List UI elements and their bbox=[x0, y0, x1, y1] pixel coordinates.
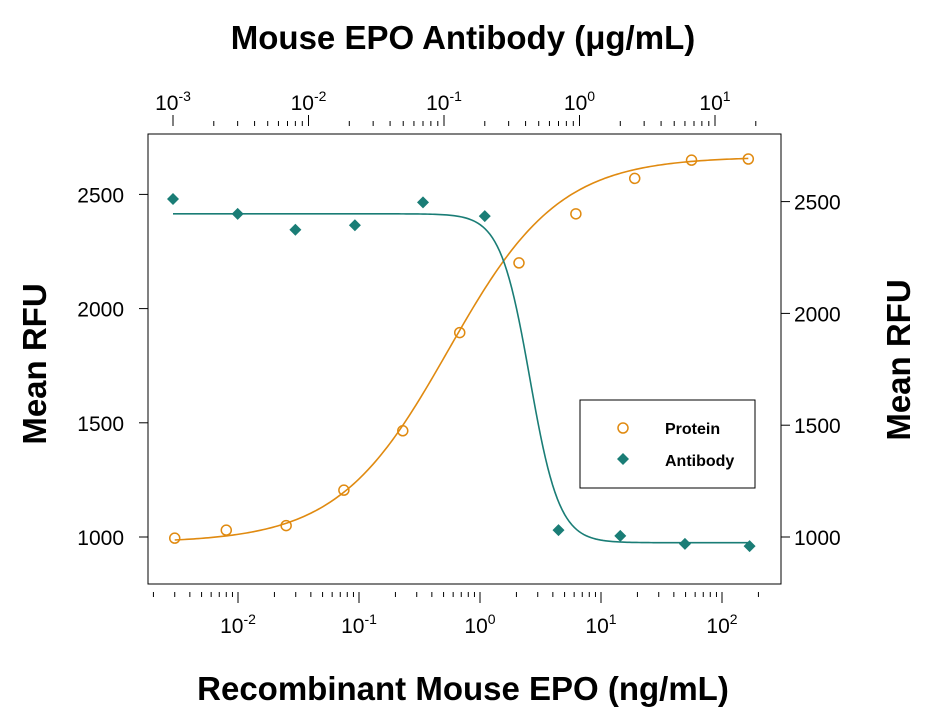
plot-frame bbox=[147, 133, 782, 585]
y-tick-label-left: 1500 bbox=[77, 413, 124, 436]
y-axis-label-left: Mean RFU bbox=[16, 283, 53, 444]
y-tick-label-right: 2000 bbox=[794, 303, 841, 326]
antibody-point bbox=[552, 524, 565, 537]
x-tick-label-bottom: 10-1 bbox=[341, 611, 377, 638]
protein-point bbox=[220, 524, 233, 536]
x-tick-label-top: 101 bbox=[699, 88, 730, 115]
antibody-point bbox=[231, 207, 244, 220]
y-tick-label-left: 1000 bbox=[77, 527, 124, 550]
x-tick-label-top: 100 bbox=[564, 88, 595, 115]
antibody-point bbox=[678, 537, 691, 550]
y-axis-label-right: Mean RFU bbox=[880, 279, 917, 440]
y-tick-label-right: 2500 bbox=[794, 192, 841, 215]
protein-point bbox=[397, 425, 409, 437]
protein-point bbox=[280, 519, 292, 532]
y-tick-label-left: 2500 bbox=[77, 184, 124, 207]
x-tick-label-bottom: 102 bbox=[706, 611, 737, 638]
protein-point bbox=[168, 532, 181, 544]
fit-curve-antibody bbox=[173, 213, 750, 544]
legend: Protein Antibody bbox=[579, 399, 756, 489]
axes-group: 1000 1000 1500 1500 2000 2000 2500 2500 10-2 10-1… bbox=[77, 88, 840, 638]
protein-point bbox=[513, 257, 525, 269]
chart-title: Mouse EPO Antibody (μg/mL) bbox=[231, 19, 695, 56]
legend-box bbox=[579, 399, 756, 489]
legend-antibody-marker bbox=[617, 453, 629, 465]
antibody-point bbox=[743, 540, 756, 553]
protein-point bbox=[685, 154, 698, 166]
legend-protein-marker bbox=[617, 422, 629, 434]
antibody-point bbox=[289, 223, 302, 236]
protein-point bbox=[570, 208, 582, 220]
y-tick-label-right: 1500 bbox=[794, 415, 841, 438]
x-tick-label-bottom: 10-2 bbox=[220, 611, 256, 638]
legend-protein-label: Protein bbox=[665, 421, 720, 438]
antibody-point bbox=[478, 210, 491, 223]
x-tick-label-top: 10-1 bbox=[426, 88, 462, 115]
y-tick-label-right: 1000 bbox=[794, 527, 841, 550]
x-tick-label-top: 10-3 bbox=[155, 88, 191, 115]
x-tick-label-top: 10-2 bbox=[291, 88, 327, 115]
protein-point bbox=[628, 172, 641, 185]
protein-point bbox=[338, 484, 350, 496]
antibody-point bbox=[167, 192, 179, 205]
y-tick-label-left: 2000 bbox=[77, 299, 124, 322]
antibody-point bbox=[348, 219, 361, 232]
antibody-point bbox=[417, 196, 430, 209]
x-axis-label: Recombinant Mouse EPO (ng/mL) bbox=[197, 670, 729, 707]
protein-point bbox=[453, 326, 466, 339]
x-tick-label-bottom: 101 bbox=[585, 611, 616, 638]
antibody-point bbox=[614, 529, 627, 542]
legend-antibody-label: Antibody bbox=[665, 453, 734, 470]
protein-point bbox=[742, 153, 755, 165]
x-tick-label-bottom: 100 bbox=[464, 611, 495, 638]
